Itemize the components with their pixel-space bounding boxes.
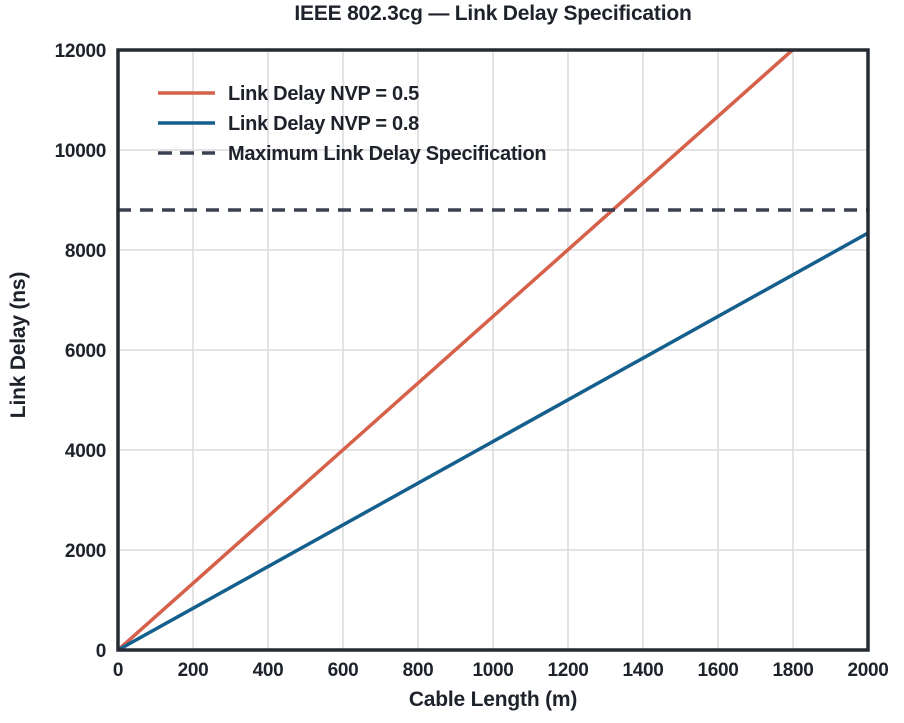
y-tick-label: 0 bbox=[96, 641, 106, 662]
x-tick-label: 1400 bbox=[622, 660, 663, 681]
y-tick-label: 4000 bbox=[65, 441, 106, 462]
legend-label-0: Link Delay NVP = 0.5 bbox=[228, 83, 419, 105]
x-tick-label: 800 bbox=[403, 660, 434, 681]
y-tick-label: 10000 bbox=[55, 141, 106, 162]
y-tick-label: 8000 bbox=[65, 241, 106, 262]
x-tick-label: 0 bbox=[113, 660, 123, 681]
series-line-0 bbox=[118, 50, 796, 650]
legend-label-1: Link Delay NVP = 0.8 bbox=[228, 113, 419, 135]
x-tick-label: 200 bbox=[178, 660, 209, 681]
x-tick-label: 1800 bbox=[772, 660, 813, 681]
x-tick-label: 1200 bbox=[547, 660, 588, 681]
x-tick-label: 1600 bbox=[697, 660, 738, 681]
x-axis-title: Cable Length (m) bbox=[408, 688, 578, 711]
y-tick-label: 6000 bbox=[65, 341, 106, 362]
axes-frame bbox=[116, 48, 870, 652]
y-tick-label: 12000 bbox=[55, 41, 106, 62]
y-tick-label: 2000 bbox=[65, 541, 106, 562]
legend-label-2: Maximum Link Delay Specification bbox=[228, 143, 546, 165]
x-tick-label: 2000 bbox=[847, 660, 888, 681]
series-line-1 bbox=[118, 231, 868, 650]
x-tick-label: 600 bbox=[328, 660, 359, 681]
x-tick-label: 400 bbox=[253, 660, 284, 681]
x-tick-label: 1000 bbox=[472, 660, 513, 681]
chart-title: IEEE 802.3cg — Link Delay Specification bbox=[294, 2, 692, 25]
